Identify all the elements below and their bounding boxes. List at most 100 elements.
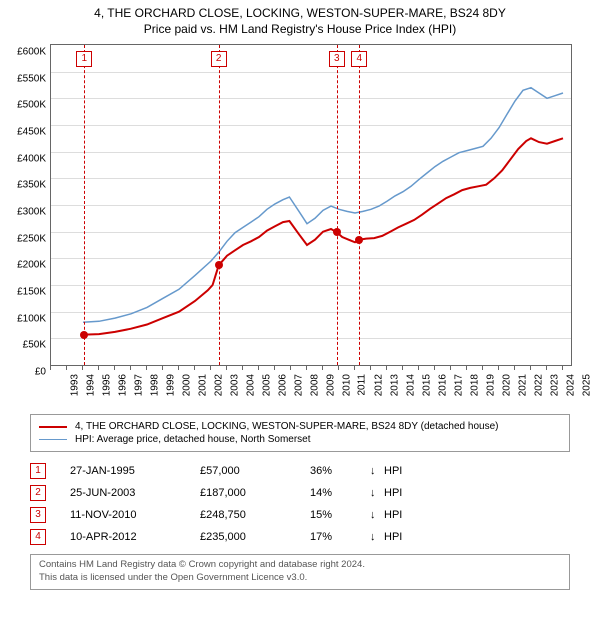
y-axis: £0£50K£100K£150K£200K£250K£300K£350K£400… (0, 52, 50, 372)
sale-number: 2 (30, 485, 46, 501)
x-tick-label: 2008 (309, 374, 320, 396)
sale-number: 4 (30, 529, 46, 545)
x-tick (450, 366, 451, 370)
y-tick-label: £350K (17, 180, 46, 191)
sale-diff: 17% (310, 531, 370, 543)
x-tick (114, 366, 115, 370)
plot-area: 1234 (50, 44, 572, 366)
x-tick-label: 2011 (357, 374, 368, 396)
down-arrow-icon: ↓ (370, 487, 384, 499)
x-tick-label: 2014 (405, 374, 416, 396)
x-tick (98, 366, 99, 370)
sale-marker-dot (80, 331, 88, 339)
legend-swatch (39, 426, 67, 428)
x-tick-label: 2002 (213, 374, 224, 396)
down-arrow-icon: ↓ (370, 531, 384, 543)
x-tick-label: 2012 (373, 374, 384, 396)
x-tick-label: 1996 (117, 374, 128, 396)
x-tick (482, 366, 483, 370)
x-tick-label: 2007 (293, 374, 304, 396)
sale-marker-box: 1 (76, 51, 92, 67)
y-tick-label: £550K (17, 73, 46, 84)
sale-date: 25-JUN-2003 (70, 487, 200, 499)
sale-marker-box: 4 (351, 51, 367, 67)
series-property (84, 138, 563, 334)
sale-date: 10-APR-2012 (70, 531, 200, 543)
footer-line-1: Contains HM Land Registry data © Crown c… (39, 559, 561, 572)
y-tick-label: £150K (17, 287, 46, 298)
sale-row: 127-JAN-1995£57,00036%↓HPI (30, 460, 570, 482)
y-tick-label: £0 (35, 367, 46, 378)
sale-price: £57,000 (200, 465, 310, 477)
x-tick (402, 366, 403, 370)
x-tick-label: 2001 (197, 374, 208, 396)
legend-label: HPI: Average price, detached house, Nort… (75, 434, 311, 445)
x-tick (50, 366, 51, 370)
sales-table: 127-JAN-1995£57,00036%↓HPI225-JUN-2003£1… (30, 460, 570, 548)
sale-row: 225-JUN-2003£187,00014%↓HPI (30, 482, 570, 504)
y-tick-label: £400K (17, 153, 46, 164)
x-tick-label: 2016 (437, 374, 448, 396)
sale-vs: HPI (384, 531, 402, 543)
x-tick-label: 2023 (549, 374, 560, 396)
x-tick-label: 2019 (485, 374, 496, 396)
sale-price: £248,750 (200, 509, 310, 521)
sale-marker-dot (215, 261, 223, 269)
x-tick (338, 366, 339, 370)
x-tick (66, 366, 67, 370)
title-line-1: 4, THE ORCHARD CLOSE, LOCKING, WESTON-SU… (0, 6, 600, 20)
legend-row: 4, THE ORCHARD CLOSE, LOCKING, WESTON-SU… (39, 421, 561, 432)
y-tick-label: £250K (17, 233, 46, 244)
x-tick (530, 366, 531, 370)
x-tick (274, 366, 275, 370)
x-tick (178, 366, 179, 370)
x-tick (434, 366, 435, 370)
x-tick-label: 2004 (245, 374, 256, 396)
x-tick (514, 366, 515, 370)
sale-diff: 36% (310, 465, 370, 477)
title-line-2: Price paid vs. HM Land Registry's House … (0, 22, 600, 36)
x-tick-label: 2013 (389, 374, 400, 396)
sale-vline (337, 45, 338, 365)
x-tick (242, 366, 243, 370)
sale-marker-dot (333, 228, 341, 236)
legend-label: 4, THE ORCHARD CLOSE, LOCKING, WESTON-SU… (75, 421, 498, 432)
x-axis: 1993199419951996199719981999200020012002… (50, 366, 570, 406)
sale-vs: HPI (384, 465, 402, 477)
x-tick-label: 1997 (133, 374, 144, 396)
y-tick-label: £200K (17, 260, 46, 271)
x-tick-label: 2021 (517, 374, 528, 396)
series-svg (51, 45, 571, 365)
x-tick (82, 366, 83, 370)
sale-marker-box: 2 (211, 51, 227, 67)
footer: Contains HM Land Registry data © Crown c… (30, 554, 570, 590)
legend-row: HPI: Average price, detached house, Nort… (39, 434, 561, 445)
x-tick-label: 2024 (565, 374, 576, 396)
x-tick (562, 366, 563, 370)
x-tick-label: 2010 (341, 374, 352, 396)
x-tick (194, 366, 195, 370)
y-tick-label: £300K (17, 207, 46, 218)
x-tick (226, 366, 227, 370)
sale-number: 3 (30, 507, 46, 523)
x-tick (370, 366, 371, 370)
sale-diff: 14% (310, 487, 370, 499)
x-tick (322, 366, 323, 370)
x-tick (354, 366, 355, 370)
x-tick (210, 366, 211, 370)
x-tick-label: 1994 (85, 374, 96, 396)
sale-date: 27-JAN-1995 (70, 465, 200, 477)
sale-row: 410-APR-2012£235,00017%↓HPI (30, 526, 570, 548)
sale-vline (84, 45, 85, 365)
series-hpi (83, 88, 563, 323)
sale-vs: HPI (384, 509, 402, 521)
x-tick (386, 366, 387, 370)
sale-row: 311-NOV-2010£248,75015%↓HPI (30, 504, 570, 526)
sale-vline (219, 45, 220, 365)
y-tick-label: £100K (17, 313, 46, 324)
y-tick-label: £500K (17, 100, 46, 111)
chart-container: 4, THE ORCHARD CLOSE, LOCKING, WESTON-SU… (0, 0, 600, 590)
sale-diff: 15% (310, 509, 370, 521)
x-tick (498, 366, 499, 370)
down-arrow-icon: ↓ (370, 465, 384, 477)
